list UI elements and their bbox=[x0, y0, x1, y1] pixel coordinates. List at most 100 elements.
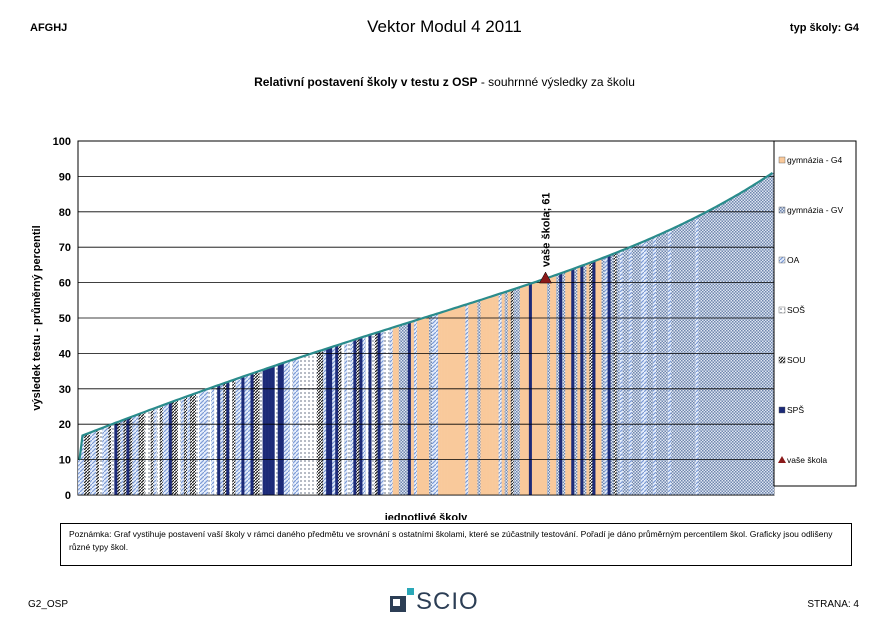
bar bbox=[634, 244, 639, 495]
legend-swatch bbox=[778, 156, 786, 164]
scio-logo-text: SCIO bbox=[416, 588, 479, 615]
bar bbox=[335, 345, 339, 495]
chart-note: Poznámka: Graf vystihuje postavení vaší … bbox=[60, 523, 852, 566]
bar bbox=[562, 272, 566, 495]
bar bbox=[468, 303, 472, 495]
bar bbox=[522, 285, 527, 495]
bar bbox=[513, 288, 518, 495]
bar bbox=[429, 315, 433, 495]
bar bbox=[589, 262, 593, 495]
bar bbox=[510, 289, 515, 495]
bar bbox=[725, 200, 729, 495]
bar bbox=[326, 348, 330, 495]
legend-label: SOU bbox=[787, 355, 805, 365]
legend-label: SPŠ bbox=[787, 405, 804, 415]
bar bbox=[96, 429, 100, 495]
bar bbox=[528, 283, 533, 495]
bar bbox=[689, 219, 693, 495]
legend-swatch bbox=[778, 256, 786, 264]
bar bbox=[159, 405, 164, 495]
bar bbox=[280, 363, 285, 495]
bar bbox=[719, 204, 723, 495]
bar bbox=[495, 294, 499, 495]
bar bbox=[205, 389, 209, 495]
bar bbox=[211, 387, 215, 495]
bar bbox=[177, 399, 182, 495]
bar bbox=[162, 404, 167, 495]
y-tick-label: 40 bbox=[59, 348, 71, 360]
bar bbox=[368, 334, 372, 495]
bar bbox=[307, 354, 312, 495]
legend-swatch bbox=[778, 206, 786, 214]
bar bbox=[220, 383, 224, 495]
bar bbox=[292, 359, 297, 495]
y-tick-label: 100 bbox=[53, 136, 71, 148]
bar bbox=[186, 395, 191, 495]
bar bbox=[547, 277, 551, 495]
bar bbox=[592, 261, 596, 495]
bar bbox=[577, 266, 581, 495]
bar bbox=[767, 174, 772, 495]
bar bbox=[662, 232, 666, 495]
bar bbox=[304, 355, 309, 495]
y-tick-label: 30 bbox=[59, 384, 71, 396]
bar bbox=[344, 342, 348, 495]
chart-title-normal: - souhrnné výsledky za školu bbox=[480, 75, 635, 89]
bar bbox=[680, 224, 684, 496]
bar bbox=[695, 216, 699, 495]
legend-label: gymnázia - GV bbox=[787, 205, 844, 215]
legend-swatch bbox=[778, 406, 786, 414]
bar bbox=[459, 306, 463, 495]
legend bbox=[773, 140, 857, 487]
bar bbox=[683, 222, 687, 495]
bar bbox=[377, 331, 381, 495]
percentile-curve bbox=[78, 171, 774, 460]
bar bbox=[141, 412, 145, 495]
bar bbox=[422, 317, 427, 495]
bar bbox=[544, 278, 548, 495]
bar bbox=[416, 319, 421, 495]
bar bbox=[223, 382, 227, 495]
bar bbox=[438, 312, 442, 495]
bar bbox=[770, 172, 775, 496]
your-school-label: vaše škola; 61 bbox=[541, 192, 553, 267]
bar bbox=[737, 193, 742, 495]
bar bbox=[262, 369, 266, 495]
bar bbox=[413, 320, 418, 495]
bar bbox=[99, 428, 103, 495]
bar bbox=[371, 333, 375, 495]
bar bbox=[646, 239, 651, 495]
bar bbox=[268, 367, 272, 495]
bar bbox=[607, 255, 611, 495]
y-tick-label: 0 bbox=[65, 490, 71, 502]
bar bbox=[362, 336, 366, 495]
bar bbox=[356, 338, 360, 495]
bar bbox=[586, 263, 590, 495]
bar bbox=[317, 351, 321, 495]
bar bbox=[389, 328, 394, 495]
bar bbox=[138, 413, 142, 495]
bar bbox=[486, 297, 490, 495]
bar bbox=[677, 225, 681, 496]
bar bbox=[444, 310, 448, 495]
bar bbox=[534, 281, 539, 495]
y-tick-label: 10 bbox=[59, 455, 71, 467]
bar bbox=[286, 361, 291, 495]
bar bbox=[183, 396, 188, 495]
bar bbox=[238, 377, 242, 495]
bar bbox=[631, 245, 636, 495]
legend-label: SOŠ bbox=[787, 305, 805, 315]
bar bbox=[404, 323, 409, 495]
school-type: typ školy: G4 bbox=[789, 22, 859, 34]
legend-swatch bbox=[778, 306, 786, 314]
bar bbox=[516, 287, 521, 495]
bar bbox=[598, 258, 602, 495]
bar bbox=[692, 218, 696, 495]
bar bbox=[180, 398, 185, 495]
bar bbox=[320, 350, 324, 495]
bar bbox=[298, 357, 303, 495]
bar bbox=[380, 330, 384, 495]
bar bbox=[519, 286, 524, 495]
bar bbox=[465, 304, 469, 495]
bar bbox=[710, 209, 714, 496]
